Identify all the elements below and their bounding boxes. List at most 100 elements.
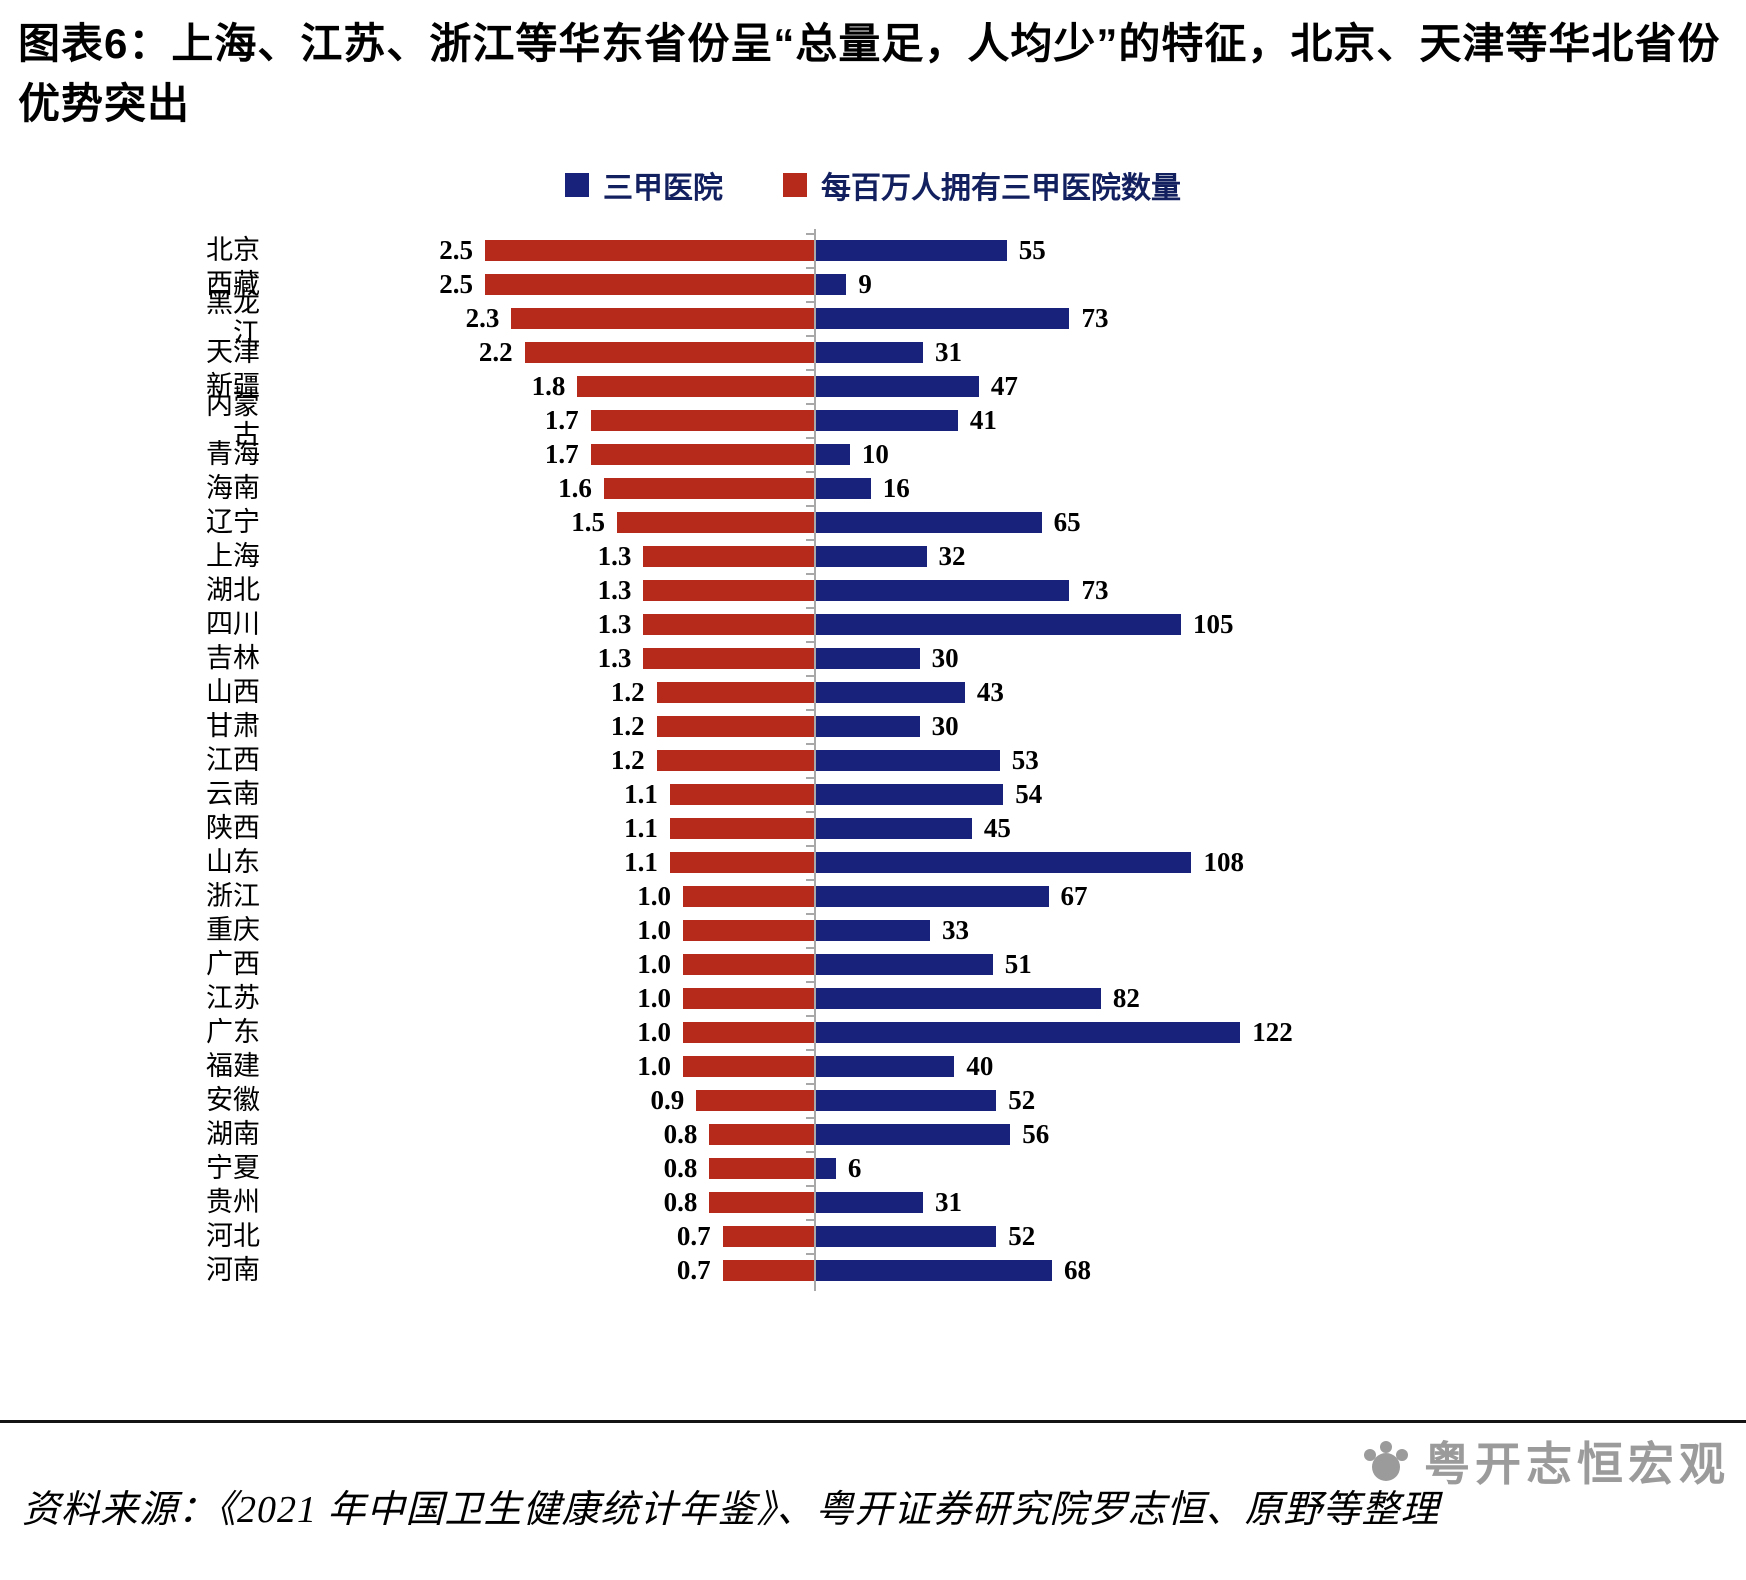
hospital-count-value-label: 16 [882, 472, 910, 503]
chart-row: 辽宁 1.5 65 [0, 505, 1746, 539]
hospital-count-bar [815, 239, 1007, 261]
chart-row: 浙江 1.0 67 [0, 879, 1746, 913]
per-million-value-label: 0.8 [663, 1152, 698, 1183]
chart-row: 山西 1.2 43 [0, 675, 1746, 709]
bottom-divider [0, 1420, 1746, 1423]
category-label: 黑龙江 [206, 288, 260, 349]
category-label: 江苏 [206, 983, 260, 1014]
per-million-bar [643, 613, 815, 635]
per-million-bar [485, 273, 815, 295]
category-label: 河北 [206, 1221, 260, 1252]
hospital-count-bar [815, 1259, 1053, 1281]
per-million-value-label: 1.0 [637, 880, 671, 911]
per-million-bar [656, 715, 815, 737]
per-million-value-label: 1.0 [637, 982, 671, 1013]
hospital-count-value-label: 6 [847, 1152, 862, 1183]
per-million-bar [669, 783, 815, 805]
category-label: 浙江 [206, 881, 260, 912]
hospital-count-bar [815, 409, 958, 431]
hospital-count-bar [815, 749, 1000, 771]
chart-row: 安徽 0.9 52 [0, 1083, 1746, 1117]
hospital-count-value-label: 31 [935, 1186, 963, 1217]
chart-row: 贵州 0.8 31 [0, 1185, 1746, 1219]
watermark-text: 粤开志恒宏观 [1424, 1438, 1730, 1490]
category-label: 新疆 [206, 371, 260, 402]
chart-row: 广西 1.0 51 [0, 947, 1746, 981]
category-label: 河南 [206, 1255, 260, 1286]
hospital-count-value-label: 82 [1112, 982, 1140, 1013]
category-label: 云南 [206, 779, 260, 810]
chart-row: 云南 1.1 54 [0, 777, 1746, 811]
hospital-count-value-label: 52 [1008, 1084, 1036, 1115]
per-million-value-label: 1.8 [531, 370, 566, 401]
category-label: 湖南 [206, 1119, 260, 1150]
per-million-value-label: 1.7 [544, 404, 579, 435]
per-million-value-label: 1.1 [624, 812, 658, 843]
hospital-count-bar [815, 715, 920, 737]
per-million-bar [643, 579, 815, 601]
hospital-count-value-label: 108 [1203, 846, 1244, 877]
hospital-count-bar [815, 1089, 997, 1111]
hospital-count-bar [815, 1225, 997, 1247]
chart-row: 广东 1.0 122 [0, 1015, 1746, 1049]
hospital-count-bar [815, 443, 850, 465]
per-million-bar [643, 647, 815, 669]
hospital-count-bar [815, 1157, 836, 1179]
hospital-count-bar [815, 273, 847, 295]
hospital-count-bar [815, 341, 924, 363]
hospital-count-value-label: 55 [1018, 234, 1046, 265]
hospital-count-value-label: 65 [1053, 506, 1081, 537]
category-label: 四川 [206, 609, 260, 640]
legend: 三甲医院 每百万人拥有三甲医院数量 [0, 163, 1746, 207]
per-million-value-label: 2.3 [465, 302, 500, 333]
hospital-count-bar [815, 987, 1101, 1009]
category-label: 陕西 [206, 813, 260, 844]
per-million-value-label: 1.3 [597, 608, 632, 639]
per-million-value-label: 1.0 [637, 1050, 671, 1081]
per-million-bar [709, 1157, 815, 1179]
hospital-count-value-label: 9 [858, 268, 872, 299]
chart-row: 海南 1.6 16 [0, 471, 1746, 505]
chart-row: 宁夏 0.8 6 [0, 1151, 1746, 1185]
chart-row: 重庆 1.0 33 [0, 913, 1746, 947]
chart-row: 江西 1.2 53 [0, 743, 1746, 777]
per-million-bar [683, 1055, 815, 1077]
per-million-value-label: 1.3 [597, 574, 632, 605]
chart-row: 湖北 1.3 73 [0, 573, 1746, 607]
category-label: 福建 [206, 1051, 260, 1082]
category-label: 山西 [206, 677, 260, 708]
category-label: 重庆 [206, 915, 260, 946]
category-label: 甘肃 [206, 711, 260, 742]
per-million-value-label: 1.5 [571, 506, 605, 537]
hospital-count-value-label: 56 [1022, 1118, 1050, 1149]
category-label: 上海 [206, 541, 260, 572]
category-label: 青海 [206, 439, 260, 470]
per-million-bar [485, 239, 815, 261]
category-label: 吉林 [206, 643, 260, 674]
hospital-count-bar [815, 545, 927, 567]
hospital-count-bar [815, 613, 1181, 635]
hospital-count-value-label: 73 [1081, 302, 1109, 333]
figure-title: 图表6：上海、江苏、浙江等华东省份呈“总量足，人均少”的特征，北京、天津等华北省… [18, 20, 1721, 127]
per-million-bar [683, 953, 815, 975]
hospital-count-value-label: 30 [931, 642, 959, 673]
category-label: 广西 [206, 949, 260, 980]
category-label: 辽宁 [206, 507, 260, 538]
per-million-bar [590, 409, 815, 431]
per-million-value-label: 1.0 [637, 1016, 671, 1047]
category-label: 西藏 [206, 269, 260, 300]
hospital-count-value-label: 43 [976, 676, 1004, 707]
hospital-count-value-label: 54 [1015, 778, 1043, 809]
category-label: 山东 [206, 847, 260, 878]
legend-label-per-million: 每百万人拥有三甲医院数量 [821, 172, 1181, 206]
per-million-value-label: 0.7 [676, 1254, 711, 1285]
source-note: 资料来源：《2021 年中国卫生健康统计年鉴》、粤开证券研究院罗志恒、原野等整理 [22, 1489, 1440, 1531]
legend-item-hospitals: 三甲医院 [565, 163, 723, 207]
per-million-bar [722, 1259, 815, 1281]
hospital-count-bar [815, 953, 993, 975]
hospital-count-bar [815, 477, 871, 499]
per-million-bar [696, 1089, 815, 1111]
per-million-bar [577, 375, 815, 397]
per-million-value-label: 0.9 [650, 1084, 685, 1115]
